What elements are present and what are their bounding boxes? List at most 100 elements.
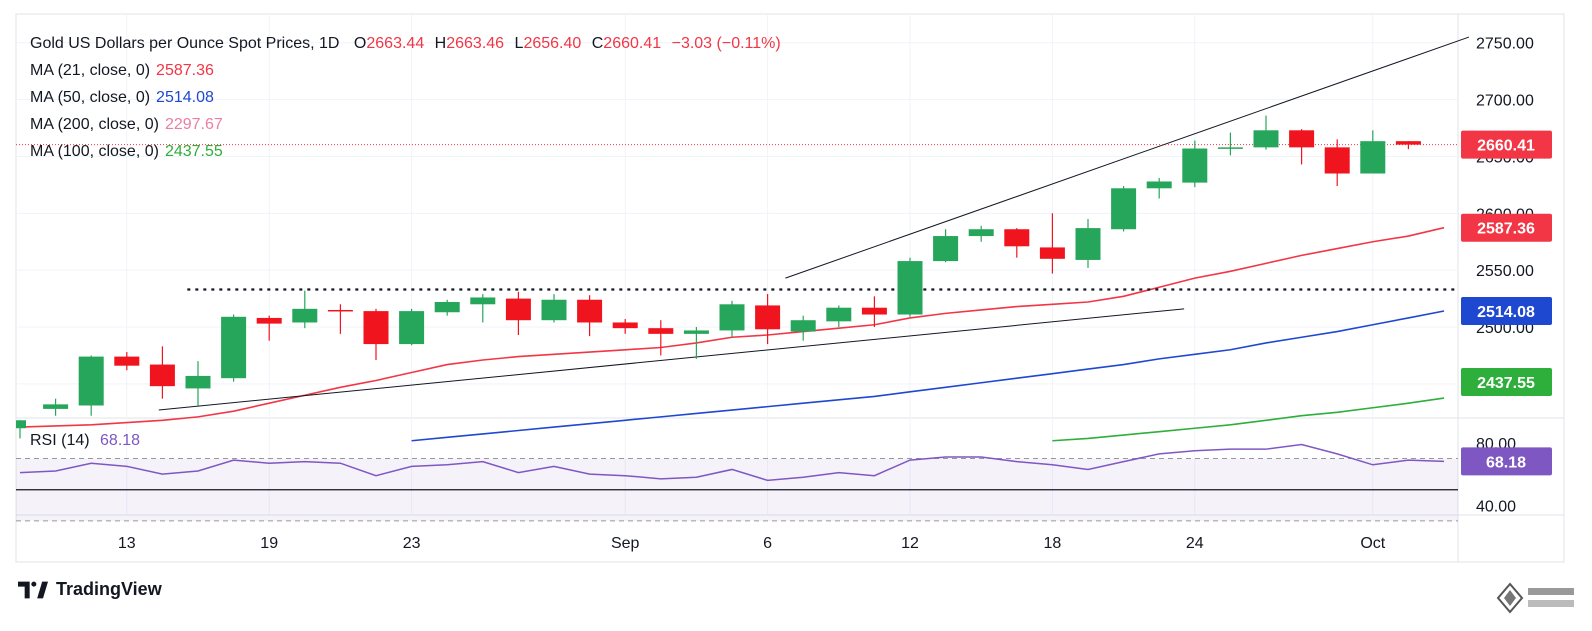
candle — [149, 346, 175, 399]
candle — [1075, 219, 1101, 268]
open-label: O — [353, 35, 367, 52]
time-tick-label: 23 — [403, 535, 421, 552]
price-tag-bg — [1461, 368, 1552, 396]
price-tick-label: 2700.00 — [1476, 93, 1534, 110]
indicator-row-ma21[interactable]: MA (21, close, 0) 2587.36 — [30, 57, 781, 84]
grid-layer — [15, 13, 1565, 563]
candle — [1039, 213, 1065, 274]
symbol-title: Gold US Dollars per Ounce Spot Prices, 1… — [30, 35, 340, 52]
candle — [505, 291, 531, 335]
candle-body — [78, 356, 104, 406]
candle-body — [363, 311, 389, 345]
time-tick-label: 12 — [901, 535, 919, 552]
price-tag: 2660.41 — [1461, 130, 1552, 159]
watermark-logo-icon — [1496, 582, 1574, 614]
indicator-label: MA (200, close, 0) — [30, 116, 159, 133]
candle-body — [1289, 130, 1315, 148]
price-tag-text: 2437.55 — [1477, 375, 1535, 392]
price-tag: 2587.36 — [1461, 213, 1552, 242]
candle-body — [1217, 147, 1243, 149]
candle — [78, 355, 104, 416]
price-tag-bg — [1461, 447, 1552, 476]
price-tag-bg — [1461, 213, 1552, 242]
candle — [292, 290, 318, 329]
candle — [221, 314, 247, 382]
close-label: C — [591, 35, 604, 52]
candle — [648, 320, 674, 356]
candle — [399, 308, 425, 346]
high-label: H — [434, 35, 447, 52]
candle-body — [327, 309, 353, 312]
price-tag-text: 2587.36 — [1477, 221, 1535, 238]
indicator-label: MA (21, close, 0) — [30, 62, 151, 79]
candle — [1111, 186, 1137, 232]
candle — [114, 352, 140, 371]
candle — [1004, 228, 1030, 258]
chart-frame — [15, 13, 1565, 563]
indicator-row-ma200[interactable]: MA (200, close, 0) 2297.67 — [30, 111, 781, 138]
time-axis: 13 19 23 Sep 6 12 18 24 Oct — [118, 535, 1386, 552]
price-tag-text: 2660.41 — [1477, 138, 1535, 155]
tradingview-brand[interactable]: TradingView — [18, 579, 162, 600]
candle-body — [541, 299, 567, 321]
time-tick-label: Oct — [1360, 535, 1385, 552]
candle-body — [719, 304, 745, 331]
symbol-header[interactable]: Gold US Dollars per Ounce Spot Prices, 1… — [30, 30, 781, 57]
candle-body — [755, 305, 781, 330]
candle-body — [1075, 228, 1101, 260]
candle-body — [861, 307, 887, 315]
price-tag-text: 2514.08 — [1477, 304, 1535, 321]
rsi-line — [19, 443, 1445, 482]
candle-body — [790, 320, 816, 332]
candle — [1324, 139, 1350, 187]
indicator-label: MA (50, close, 0) — [30, 89, 151, 106]
candle-body — [185, 375, 211, 389]
price-tag-text: 68.18 — [1486, 454, 1526, 471]
candle-body — [292, 308, 318, 323]
candle — [1146, 178, 1172, 199]
candle-body — [1039, 247, 1065, 259]
brand-name: TradingView — [56, 579, 162, 599]
candle-body — [470, 297, 496, 305]
indicator-value: 2437.55 — [164, 143, 223, 160]
price-axis: 2750.002700.002650.002600.002550.002500.… — [1461, 36, 1552, 396]
candle — [1360, 130, 1386, 174]
candle — [861, 296, 887, 328]
indicator-row-ma50[interactable]: MA (50, close, 0) 2514.08 — [30, 84, 781, 111]
time-tick-label: Sep — [611, 535, 640, 552]
candle-body — [1324, 147, 1350, 174]
high-value: 2663.46 — [446, 35, 505, 52]
candle — [1217, 132, 1243, 156]
candle — [612, 319, 638, 334]
ma50-line — [411, 310, 1445, 442]
time-tick-label: 18 — [1044, 535, 1062, 552]
rsi-legend[interactable]: RSI (14) 68.18 — [30, 432, 140, 450]
candle-body — [648, 328, 674, 334]
candle-body — [43, 404, 69, 409]
candle — [826, 305, 852, 328]
close-value: 2660.41 — [603, 35, 662, 52]
candle — [256, 315, 282, 341]
low-label: L — [514, 35, 524, 52]
candle — [363, 308, 389, 361]
time-tick-label: 13 — [118, 535, 136, 552]
annotations — [16, 36, 1470, 411]
candle-body — [1146, 181, 1172, 189]
candle-body — [434, 302, 460, 313]
candle-body — [897, 261, 923, 315]
legend: Gold US Dollars per Ounce Spot Prices, 1… — [30, 30, 781, 165]
indicator-row-ma100[interactable]: MA (100, close, 0) 2437.55 — [30, 138, 781, 165]
rsi-tick-label: 40.00 — [1476, 498, 1516, 515]
time-tick-label: 24 — [1186, 535, 1204, 552]
candle — [933, 229, 959, 263]
candle — [683, 327, 709, 359]
time-tick-label: 19 — [260, 535, 278, 552]
candle — [185, 361, 211, 406]
candle — [43, 398, 69, 416]
candle — [541, 294, 567, 323]
candle — [1182, 140, 1208, 188]
candle — [1289, 129, 1315, 165]
